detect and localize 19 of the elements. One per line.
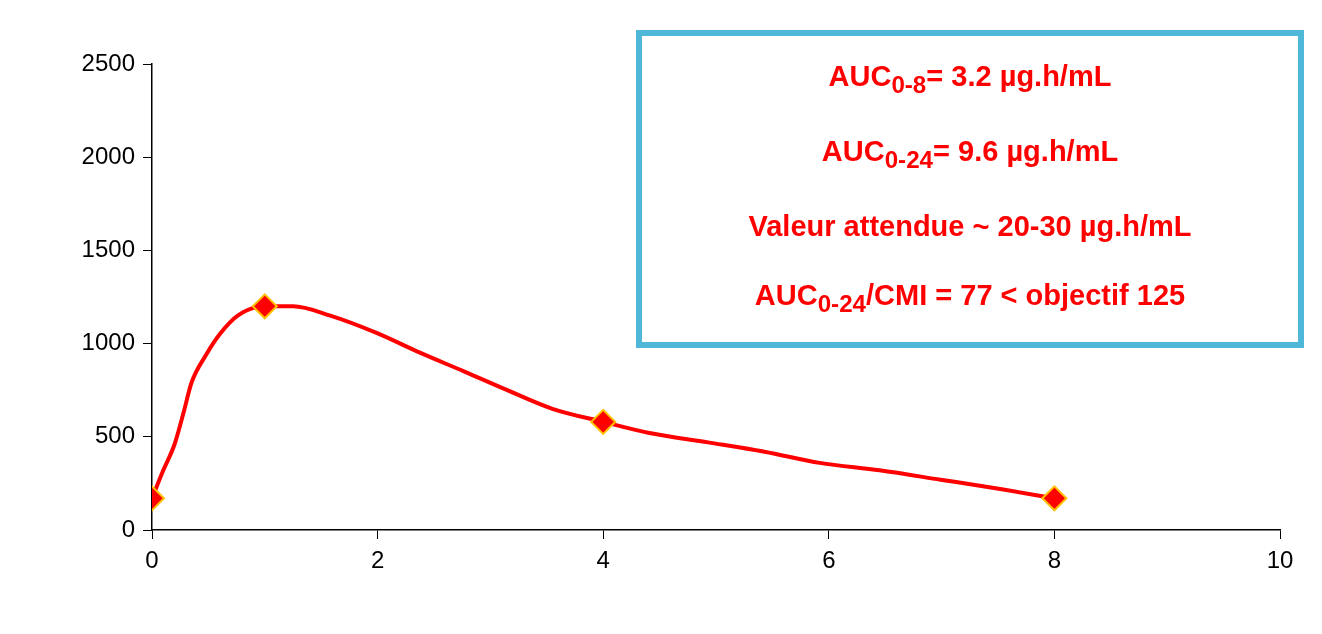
x-tick-label: 2: [370, 546, 385, 574]
annotation: AUC$_{0-24}$= 9.6 µg.h/mL: [821, 135, 1119, 174]
point: [251, 293, 278, 320]
annotation: AUC$_{0-24}$/CMI = 77 < objectif 125: [754, 279, 1186, 318]
point: [590, 408, 617, 435]
point: [1041, 485, 1068, 512]
y-tick-label: 500: [94, 421, 135, 449]
x-tick-label: 8: [1047, 546, 1062, 574]
y-tick-label: 2000: [81, 141, 135, 169]
x-tick-label: 4: [596, 546, 610, 574]
y-tick-label: 2500: [81, 48, 135, 76]
y-tick-label: 1000: [81, 328, 135, 356]
y-tick-label: 1500: [81, 235, 135, 263]
annotation: Valeur attendue ~ 20-30 µg.h/mL: [748, 209, 1192, 243]
x-tick-label: 0: [145, 546, 159, 574]
y-tick-label: 0: [121, 514, 135, 542]
annotation: AUC$_{0-8}$= 3.2 µg.h/mL: [828, 60, 1112, 99]
x-tick-label: 10: [1266, 546, 1294, 574]
x-tick-label: 6: [822, 546, 836, 574]
